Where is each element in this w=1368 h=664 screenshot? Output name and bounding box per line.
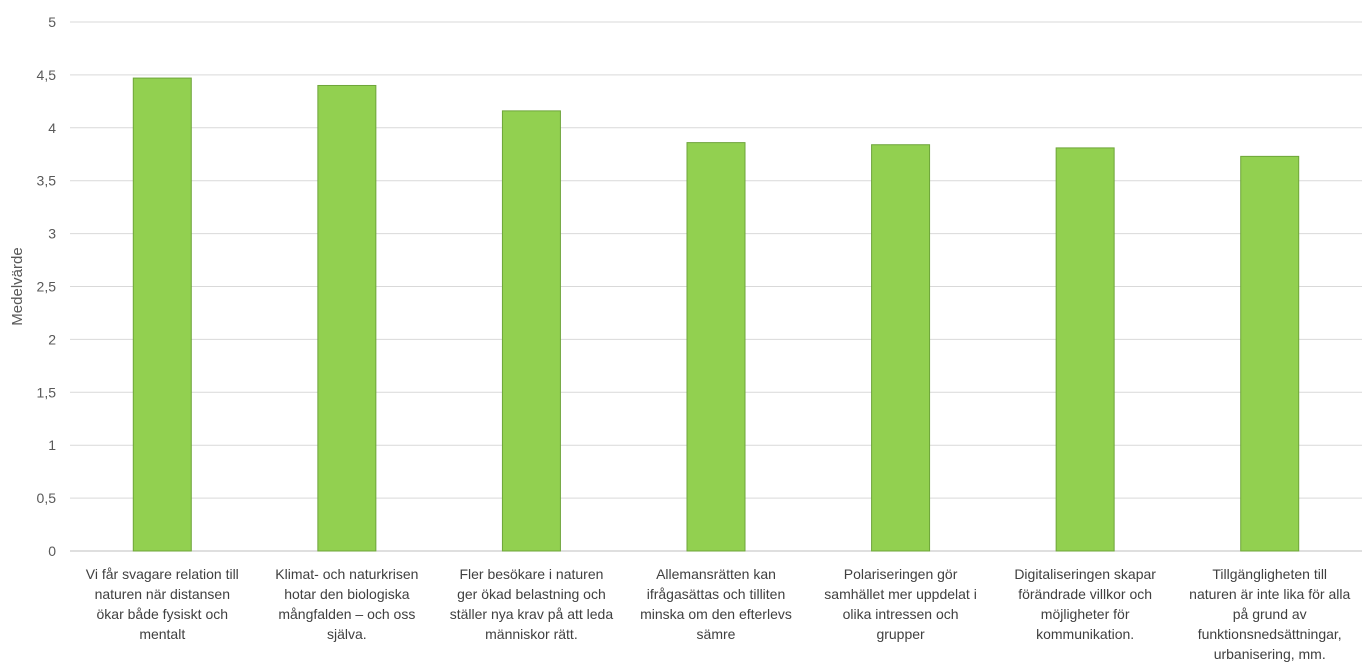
y-tick-label: 4,5 (37, 67, 57, 83)
bar (132, 77, 192, 552)
bar (1240, 155, 1300, 552)
bar (317, 84, 377, 552)
y-axis-tick-labels: 0 0,5 1 1,5 2 2,5 3 3,5 4 4,5 5 (37, 14, 57, 559)
x-category-label: Polariseringen gör samhället mer uppdelat… (824, 566, 977, 642)
y-tick-label: 1,5 (37, 384, 57, 400)
y-tick-label: 2 (48, 331, 56, 347)
bar (686, 142, 746, 552)
x-category-label: Digitaliseringen skapar förändrade villko… (1014, 566, 1156, 642)
x-axis-category-labels: Vi får svagare relation till naturen när … (86, 566, 1351, 662)
y-tick-label: 3 (48, 226, 56, 242)
x-category-label: Allemansrätten kan ifrågasättas och tilli… (640, 566, 792, 642)
y-tick-label: 2,5 (37, 279, 57, 295)
y-tick-label: 5 (48, 14, 56, 30)
bar (501, 110, 561, 552)
x-category-label: Klimat- och naturkrisen hotar den biologi… (275, 566, 418, 642)
x-category-label: Fler besökare i naturen ger ökad belastni… (450, 566, 614, 642)
x-category-label: Vi får svagare relation till naturen när … (86, 566, 239, 642)
y-axis-label: Medelvärde (9, 247, 26, 325)
y-tick-label: 0,5 (37, 490, 57, 506)
bar (871, 144, 931, 552)
y-tick-label: 1 (48, 437, 56, 453)
bars (132, 77, 1300, 552)
y-tick-label: 4 (48, 120, 56, 136)
y-tick-label: 3,5 (37, 173, 57, 189)
y-tick-label: 0 (48, 543, 56, 559)
bar (1055, 147, 1115, 552)
x-category-label: Tillgängligheten till naturen är inte lik… (1189, 566, 1350, 662)
